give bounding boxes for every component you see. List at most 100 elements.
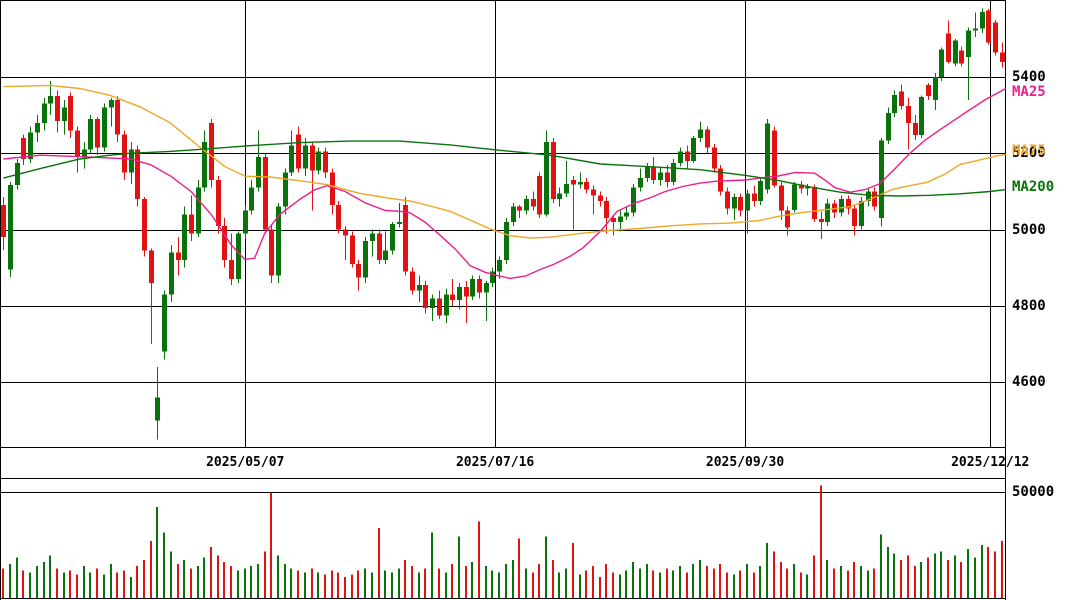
volume-bar-up [16, 557, 18, 598]
volume-bar-down [56, 568, 58, 598]
candle-body-down [176, 252, 181, 261]
candle-body-up [933, 77, 938, 100]
candle-body-down [738, 197, 743, 211]
volume-bar-up [579, 574, 581, 598]
candle-body-up [88, 118, 93, 150]
candle-body-up [564, 183, 569, 194]
date-tick-label: 2025/12/12 [951, 455, 1030, 470]
volume-bar-up [237, 570, 239, 598]
volume-bar-down [337, 572, 339, 598]
volume-bar-up [840, 566, 842, 598]
volume-bar-up [63, 572, 65, 598]
volume-bar-up [364, 568, 366, 598]
volume-bar-down [297, 570, 299, 598]
candle-body-up [618, 216, 623, 222]
candle-body-down [263, 157, 268, 230]
candle-body-up [196, 187, 201, 234]
volume-bar-up [545, 536, 547, 598]
volume-bar-up [920, 561, 922, 598]
ma200-line [3, 140, 1006, 197]
candle-body-down [410, 271, 415, 291]
candle-body-up [457, 286, 462, 301]
candle-body-down [450, 294, 455, 301]
candle-body-up [162, 294, 167, 352]
volume-bar-up [458, 536, 460, 598]
volume-bar-up [317, 572, 319, 598]
candle-body-up [256, 157, 261, 188]
candle-body-down [591, 189, 596, 196]
candle-body-up [390, 223, 395, 251]
date-tick-label: 2025/05/07 [206, 455, 285, 470]
candle-body-down [330, 172, 335, 205]
candle-body-up [182, 214, 187, 261]
candle-body-up [966, 30, 971, 58]
volume-bar-up [250, 566, 252, 598]
candle-body-down [296, 134, 301, 169]
volume-bar-down [411, 566, 413, 598]
candle-body-down [75, 130, 80, 158]
candle-body-up [42, 103, 47, 123]
candle-body-down [229, 260, 234, 280]
candle-body-up [805, 186, 810, 189]
volume-bar-up [940, 551, 942, 598]
volume-bar-down [605, 564, 607, 598]
volume-bar-up [746, 564, 748, 598]
candle-body-down [993, 22, 998, 53]
candle-body-up [645, 166, 650, 179]
volume-bar-down [424, 568, 426, 598]
ma75-line [3, 84, 1006, 239]
candle-body-up [316, 151, 321, 171]
candle-body-up [544, 141, 549, 215]
candle-body-up [866, 191, 871, 201]
candle-body-down [551, 141, 556, 200]
volume-bar-up [418, 572, 420, 598]
candle-body-up [671, 162, 676, 182]
volume-bar-down [927, 557, 929, 598]
date-tick-label: 2025/09/30 [705, 455, 785, 470]
volume-bar-up [445, 572, 447, 598]
candle-body-up [129, 149, 134, 173]
volume-bar-up [244, 568, 246, 598]
candle-body-down [819, 218, 824, 222]
candle-body-down [725, 191, 730, 209]
candle-body-down [189, 214, 194, 234]
volume-bar-down [478, 521, 480, 598]
candle-body-down [946, 33, 951, 63]
candle-body-down [356, 263, 361, 278]
candle-body-down [403, 204, 408, 272]
volume-bar-down [726, 572, 728, 598]
volume-bar-up [759, 566, 761, 598]
date-tick-label: 2025/07/16 [455, 455, 535, 470]
candle-body-down [310, 145, 315, 171]
candle-body-up [470, 279, 475, 297]
volume-bar-down [76, 574, 78, 598]
candle-body-up [303, 145, 308, 169]
candle-body-down [537, 176, 542, 215]
volume-bar-up [49, 555, 51, 598]
volume-bar-down [773, 551, 775, 598]
candle-body-up [953, 40, 958, 64]
volume-bar-up [974, 557, 976, 598]
candle-body-up [732, 197, 737, 209]
candle-body-up [243, 210, 248, 234]
candle-body-up [102, 107, 107, 148]
candle-body-up [28, 132, 33, 160]
volume-bar-up [793, 564, 795, 598]
volume-bar-down [753, 572, 755, 598]
volume-bar-up [110, 564, 112, 598]
candle-body-up [289, 145, 294, 173]
volume-bar-up [431, 532, 433, 598]
volume-bar-down [150, 540, 152, 598]
volume-bar-down [223, 561, 225, 598]
candle-body-up [879, 140, 884, 219]
candle-body-up [417, 284, 422, 291]
candle-body-down [718, 168, 723, 192]
volume-bar-down [538, 564, 540, 598]
volume-bar-down [572, 542, 574, 598]
candle-body-up [765, 123, 770, 190]
volume-bar-down [378, 528, 380, 598]
candle-body-up [397, 221, 402, 224]
candle-body-down [1000, 52, 1005, 62]
candle-body-down [323, 151, 328, 173]
